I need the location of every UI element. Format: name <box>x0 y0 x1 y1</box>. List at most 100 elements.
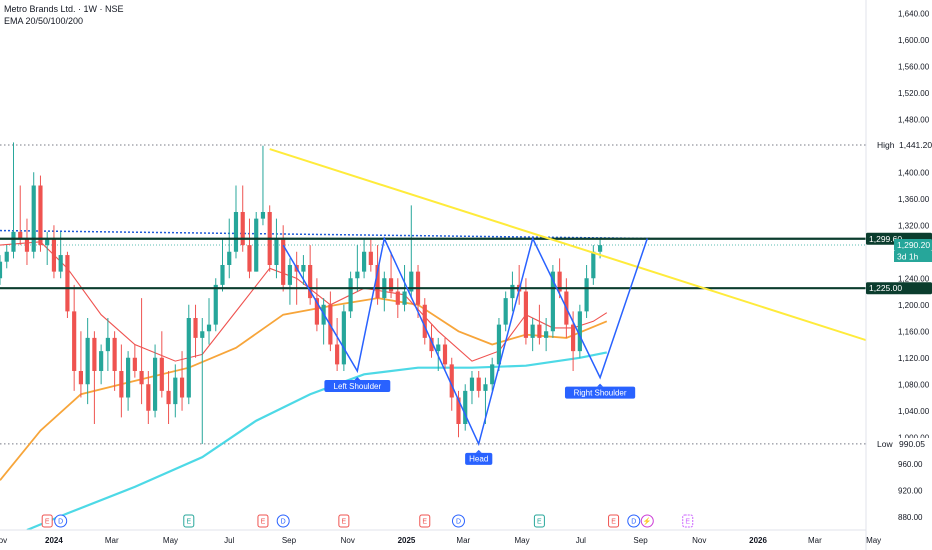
candle-body <box>597 245 603 252</box>
x-tick-label: May <box>866 536 881 545</box>
y-tick-label: 1,560.00 <box>898 62 930 71</box>
candle <box>126 351 131 411</box>
candle-body <box>409 271 414 292</box>
high-label-bg <box>874 138 896 151</box>
low-value: 990.05 <box>899 439 925 449</box>
candle <box>213 278 218 332</box>
x-tick-label: Jul <box>224 536 234 545</box>
candle <box>314 278 319 332</box>
candle-body <box>24 238 30 252</box>
candle-body <box>362 251 367 272</box>
svg-text:E: E <box>422 519 427 526</box>
candle-body <box>213 284 218 325</box>
svg-text:E: E <box>186 519 191 526</box>
candle-body <box>126 357 131 398</box>
candle <box>99 344 104 385</box>
candle <box>132 344 137 378</box>
candle <box>24 218 30 265</box>
candle-body <box>254 218 259 272</box>
x-tick-label: Mar <box>456 536 470 545</box>
candle-body <box>456 397 461 424</box>
candle <box>92 331 97 424</box>
candle <box>355 245 360 292</box>
pattern-label: Right Shoulder <box>564 383 636 399</box>
y-tick-label: 1,000.00 <box>898 433 930 442</box>
candle-body <box>247 245 252 272</box>
candle-body <box>206 324 212 332</box>
candle <box>530 318 535 352</box>
candle <box>45 231 50 265</box>
y-tick-label: 1,640.00 <box>898 9 930 18</box>
candle-body <box>510 284 515 299</box>
x-tick-label: Mar <box>808 536 822 545</box>
y-tick-label: 1,120.00 <box>898 354 930 363</box>
candle-body <box>38 185 43 246</box>
y-tick-label: 1,320.00 <box>898 221 930 230</box>
x-tick-label: Nov <box>0 536 7 545</box>
svg-text:E: E <box>342 519 347 526</box>
candle-body <box>65 255 70 312</box>
candle <box>179 351 185 411</box>
candle-body <box>132 357 137 371</box>
earnings-event-icon: E <box>257 514 269 528</box>
candle <box>557 258 562 299</box>
candle-body <box>571 324 576 352</box>
candle-body <box>31 185 36 252</box>
candle <box>18 185 23 246</box>
candle <box>321 298 326 345</box>
candle-body <box>301 265 306 272</box>
earnings-event-icon: E <box>533 514 545 528</box>
candle-body <box>537 324 542 338</box>
candle-body <box>18 231 23 239</box>
candle-body <box>463 390 468 424</box>
plot-area: Left Shoulder Head Right Shoulder <box>0 142 866 530</box>
candle <box>146 371 151 424</box>
candle <box>544 318 549 352</box>
candle <box>281 225 286 292</box>
candle <box>388 251 394 299</box>
candle-body <box>308 265 313 299</box>
level-tag-bg <box>866 282 932 295</box>
candle <box>523 278 528 345</box>
last-price-tag: 1,290.20 <box>897 240 930 250</box>
candle <box>260 145 266 226</box>
candle <box>341 304 346 371</box>
candle <box>503 291 508 332</box>
y-tick-label: 920.00 <box>898 486 923 495</box>
candle <box>442 337 448 371</box>
svg-text:E: E <box>611 519 616 526</box>
x-tick-label: May <box>163 536 178 545</box>
x-tick-label: Sep <box>282 536 297 545</box>
candle <box>550 265 555 338</box>
x-tick-label: Jul <box>576 536 586 545</box>
y-tick-label: 1,520.00 <box>898 89 930 98</box>
candle <box>469 371 475 405</box>
candle-body <box>503 298 508 325</box>
candle <box>287 258 293 305</box>
candle <box>274 218 279 279</box>
earnings-event-icon: E <box>608 514 620 528</box>
pattern-label-text: Head <box>469 455 488 464</box>
svg-text:D: D <box>456 519 461 526</box>
candle-body <box>476 377 481 391</box>
y-tick-label: 1,200.00 <box>898 301 930 310</box>
candle <box>65 251 70 318</box>
x-tick-label: 2025 <box>398 536 416 545</box>
candle-body <box>4 251 9 262</box>
candle-body <box>341 311 346 365</box>
candle <box>233 185 239 259</box>
pattern-label-pointer <box>597 383 604 387</box>
candle <box>11 142 16 259</box>
candle <box>206 298 212 345</box>
svg-text:E: E <box>45 519 50 526</box>
svg-text:D: D <box>281 519 286 526</box>
candle <box>591 245 596 285</box>
y-tick-label: 1,600.00 <box>898 36 930 45</box>
candle <box>463 384 468 431</box>
candle-body <box>99 351 104 371</box>
y-tick-label: 1,480.00 <box>898 115 930 124</box>
candle <box>510 271 515 312</box>
candle <box>186 304 191 405</box>
candle <box>490 357 495 391</box>
